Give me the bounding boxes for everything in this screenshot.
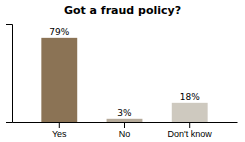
bar [107, 119, 143, 122]
plot: Yes No Don't know 79% 3% 18% [6, 25, 238, 140]
data-labels: 79% 3% 18% [49, 27, 200, 118]
bar [172, 103, 208, 122]
bars [41, 38, 207, 122]
x-tick-label: Don't know [168, 129, 213, 139]
y-axis-line [6, 25, 13, 123]
x-tick-mark [124, 122, 125, 128]
x-tick-mark [189, 122, 190, 128]
x-tick: Yes [52, 122, 67, 139]
data-label: 3% [117, 108, 132, 118]
chart: Got a fraud policy? Yes No Don't know 79% 3% 1… [0, 0, 245, 142]
bar [41, 38, 77, 122]
x-tick-label: No [119, 129, 131, 139]
x-tick-label: Yes [52, 129, 67, 139]
y-axis [6, 25, 13, 123]
x-tick-mark [59, 122, 60, 128]
x-tick: Don't know [168, 122, 213, 139]
data-label: 18% [180, 92, 200, 102]
title: Got a fraud policy? [64, 4, 181, 17]
x-tick: No [119, 122, 131, 139]
data-label: 79% [49, 27, 69, 37]
x-axis: Yes No Don't know [13, 122, 238, 139]
